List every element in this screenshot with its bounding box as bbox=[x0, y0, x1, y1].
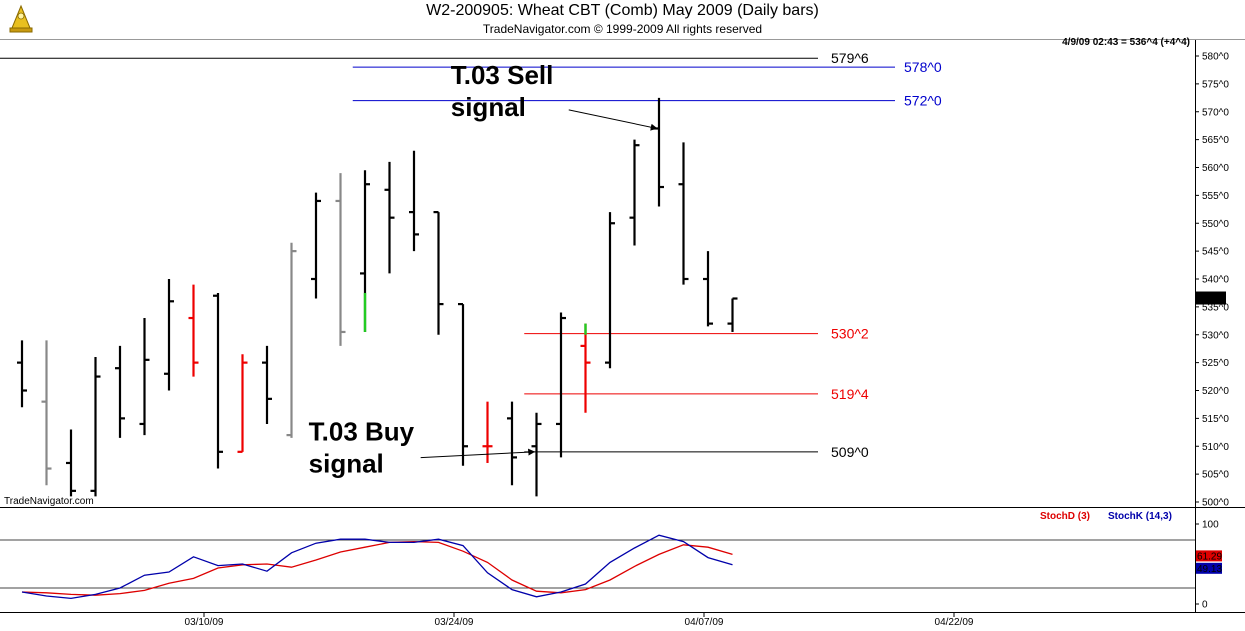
chart-copyright: TradeNavigator.com © 1999-2009 All right… bbox=[482, 22, 763, 36]
price-tick-label: 575^0 bbox=[1202, 79, 1229, 90]
price-tick-label: 505^0 bbox=[1202, 470, 1229, 481]
last-price-label: 536^4 bbox=[1198, 294, 1225, 305]
date-axis-ticks: 03/10/09 03/24/09 04/07/09 04/22/09 bbox=[185, 613, 974, 628]
last-d-label: 61.29 bbox=[1197, 551, 1222, 562]
price-tick-label: 520^0 bbox=[1202, 386, 1229, 397]
last-k-box bbox=[1196, 562, 1222, 574]
last-price-box bbox=[1196, 291, 1226, 305]
osc-tick-label: 100 bbox=[1202, 520, 1219, 531]
last-d-box bbox=[1196, 550, 1222, 562]
legend-stoch-d: StochD (3) bbox=[1040, 511, 1090, 522]
date-tick-label: 04/07/09 bbox=[685, 617, 724, 628]
price-axis-ticks: 500^0 505^0 510^0 515^0 520^0 525^0 530^0 535^0… bbox=[1195, 52, 1229, 509]
annotation-text: T.03 Sell bbox=[451, 60, 554, 90]
trade-navigator-logo-icon bbox=[9, 4, 33, 33]
level-label: 572^0 bbox=[904, 93, 942, 109]
price-tick-label: 500^0 bbox=[1202, 498, 1229, 509]
watermark: TradeNavigator.com bbox=[4, 496, 94, 507]
price-tick-label: 560^0 bbox=[1202, 163, 1229, 174]
price-tick-label: 515^0 bbox=[1202, 414, 1229, 425]
price-tick-label: 555^0 bbox=[1202, 191, 1229, 202]
price-tick-label: 525^0 bbox=[1202, 358, 1229, 369]
stochastic-pane: 0 100 StochD (3) StochK (14,3) 61.29 49.13 bbox=[0, 511, 1222, 611]
osc-tick-label: 0 bbox=[1202, 600, 1208, 611]
date-tick-label: 04/22/09 bbox=[935, 617, 974, 628]
stoch-k-line bbox=[21, 534, 733, 600]
annotation-text: T.03 Buy bbox=[309, 417, 415, 447]
annotation-arrow bbox=[420, 448, 536, 459]
annotation-text: signal bbox=[451, 92, 526, 122]
price-tick-label: 510^0 bbox=[1202, 442, 1229, 453]
date-tick-label: 03/24/09 bbox=[435, 617, 474, 628]
price-tick-label: 565^0 bbox=[1202, 135, 1229, 146]
stoch-d-line bbox=[21, 540, 733, 596]
level-label: 578^0 bbox=[904, 59, 942, 75]
price-tick-label: 580^0 bbox=[1202, 52, 1229, 63]
price-tick-label: 570^0 bbox=[1202, 107, 1229, 118]
price-tick-label: 545^0 bbox=[1202, 247, 1229, 258]
ohlc-bars bbox=[17, 97, 738, 497]
level-label: 579^6 bbox=[831, 50, 869, 66]
annotation-text: signal bbox=[309, 449, 384, 479]
date-tick-label: 03/10/09 bbox=[185, 617, 224, 628]
level-label: 530^2 bbox=[831, 326, 869, 342]
support-resistance-levels: 579^6 578^0 572^0 530^2 519^4 509^0 bbox=[0, 50, 942, 460]
price-tick-label: 535^0 bbox=[1202, 302, 1229, 313]
level-label: 509^0 bbox=[831, 444, 869, 460]
level-label: 519^4 bbox=[831, 386, 869, 402]
price-tick-label: 530^0 bbox=[1202, 330, 1229, 341]
last-quote: 4/9/09 02:43 = 536^4 (+4^4) bbox=[1062, 37, 1190, 48]
annotation-arrow bbox=[568, 109, 658, 131]
chart-title: W2-200905: Wheat CBT (Comb) May 2009 (Da… bbox=[426, 2, 819, 19]
legend-stoch-k: StochK (14,3) bbox=[1108, 511, 1172, 522]
price-tick-label: 540^0 bbox=[1202, 275, 1229, 286]
last-k-label: 49.13 bbox=[1197, 564, 1222, 575]
price-tick-label: 550^0 bbox=[1202, 219, 1229, 230]
